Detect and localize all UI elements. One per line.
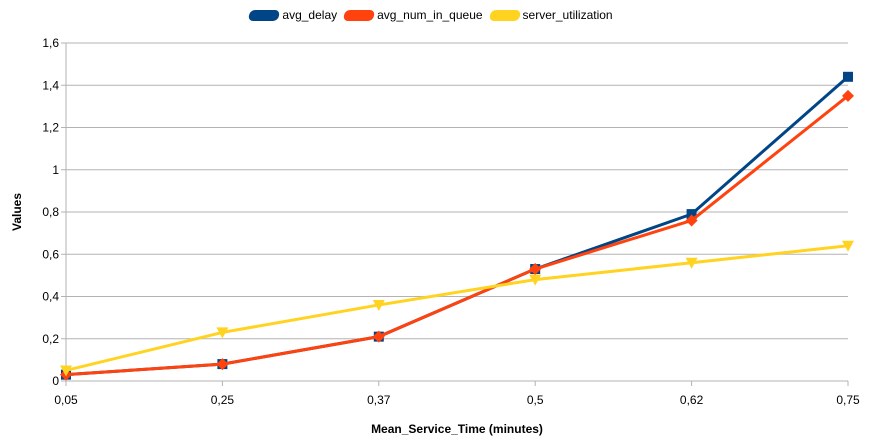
axes	[61, 42, 849, 386]
y-tick-label: 0,8	[42, 205, 59, 219]
data-point-avg-num-in-queue	[842, 89, 854, 102]
data-point-server-utilization	[842, 240, 854, 252]
x-tick-label: 0,37	[367, 393, 391, 407]
y-tick-label: 0	[52, 374, 59, 388]
x-tick-label: 0,05	[54, 393, 78, 407]
legend-label-server-utilization: server_utilization	[522, 8, 613, 22]
data-point-server-utilization	[685, 257, 698, 269]
x-tick-label: 0,75	[836, 393, 860, 407]
series-line-server-utilization	[65, 244, 849, 372]
x-tick-labels: 0,05 0,25 0,37 0,5 0,62 0,75	[54, 393, 860, 407]
series-server-utilization	[60, 240, 854, 377]
y-tick-label: 1	[52, 163, 59, 177]
series-avg-num-in-queue	[60, 89, 854, 381]
y-tick-label: 0,6	[42, 247, 59, 261]
data-point-avg-num-in-queue	[372, 330, 385, 343]
x-tick-label: 0,62	[680, 393, 704, 407]
data-point-avg-num-in-queue	[685, 214, 698, 227]
grid-lines	[66, 42, 848, 382]
series-line-avg-delay	[65, 75, 849, 377]
y-tick-labels: 0 0,2 0,4 0,6 0,8 1 1,2 1,4 1,6	[42, 36, 59, 388]
data-point-avg-delay	[843, 71, 853, 82]
data-point-server-utilization	[372, 299, 385, 311]
legend-item-avg-delay: avg_delay	[248, 8, 338, 22]
y-tick-label: 0,4	[42, 290, 59, 304]
x-tick-label: 0,5	[527, 393, 544, 407]
data-point-avg-num-in-queue	[216, 358, 229, 371]
legend-label-avg-delay: avg_delay	[282, 8, 338, 22]
data-point-avg-delay	[686, 209, 697, 220]
chart-legend: avg_delay avg_num_in_queue server_utiliz…	[0, 5, 869, 25]
legend-item-avg-num-in-queue: avg_num_in_queue	[343, 8, 483, 22]
y-tick-label: 1,6	[42, 36, 59, 50]
data-point-server-utilization	[529, 274, 542, 286]
x-axis-title: Mean_Service_Time (minutes)	[371, 422, 543, 436]
legend-label-avg-num-in-queue: avg_num_in_queue	[377, 8, 483, 22]
y-tick-label: 1,2	[42, 121, 59, 135]
data-point-server-utilization	[216, 327, 229, 339]
y-axis-title: Values	[10, 193, 24, 231]
y-tick-label: 0,2	[42, 332, 59, 346]
series-lines	[60, 71, 854, 381]
legend-item-server-utilization: server_utilization	[488, 8, 613, 22]
series-avg-delay	[61, 71, 853, 380]
data-point-avg-num-in-queue	[529, 263, 542, 276]
x-tick-label: 0,25	[211, 393, 235, 407]
series-line-avg-num-in-queue	[65, 94, 849, 377]
y-tick-label: 1,4	[42, 78, 59, 92]
data-point-server-utilization	[60, 365, 72, 377]
